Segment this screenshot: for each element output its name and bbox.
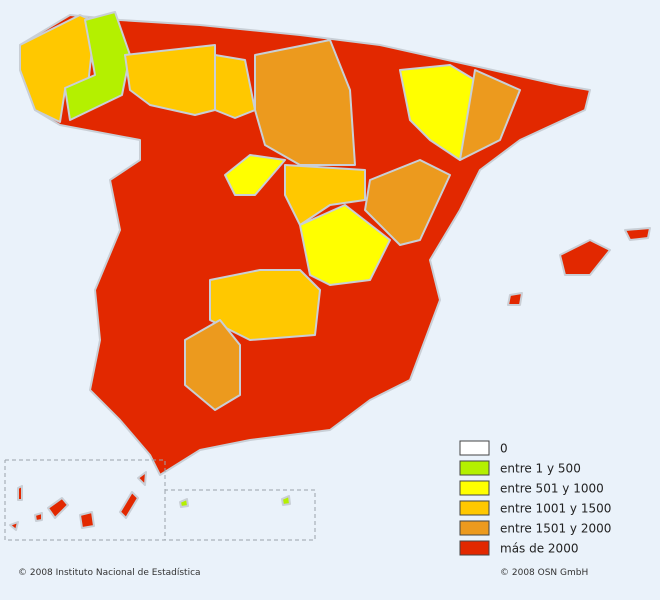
legend-swatch (459, 480, 490, 496)
credit: © 2008 Instituto Nacional de Estadística (18, 568, 201, 578)
region (299, 204, 391, 286)
credit: © 2008 OSN GmbH (500, 568, 588, 578)
island (507, 292, 523, 306)
legend-label: más de 2000 (500, 542, 578, 556)
legend-label: 0 (500, 442, 508, 456)
legend: 0 entre 1 y 500 entre 501 y 1000 entre 1001… (459, 440, 611, 556)
island (624, 227, 651, 241)
inset-border (4, 459, 316, 541)
region (64, 11, 131, 121)
legend-label: entre 1501 y 2000 (500, 522, 611, 536)
region (459, 69, 521, 161)
legend-swatch (459, 460, 490, 476)
region (364, 159, 451, 246)
island (79, 511, 95, 529)
inset (4, 459, 316, 541)
legend-swatch (459, 500, 490, 516)
region (124, 44, 216, 116)
legend-label: entre 501 y 1000 (500, 482, 604, 496)
region (254, 39, 356, 166)
legend-swatch (459, 520, 490, 536)
region (284, 164, 366, 226)
region (184, 319, 241, 411)
island (47, 497, 69, 519)
island (17, 485, 23, 501)
enclave (281, 495, 291, 506)
island (559, 239, 611, 276)
regions (19, 11, 651, 476)
region (224, 154, 286, 196)
region (214, 54, 256, 119)
legend-label: entre 1 y 500 (500, 462, 581, 476)
island (9, 521, 19, 531)
island (119, 491, 139, 519)
island (137, 471, 147, 486)
legend-label: entre 1001 y 1500 (500, 502, 611, 516)
legend-swatch (459, 540, 490, 556)
island (34, 512, 43, 522)
legend-swatch (459, 440, 490, 456)
enclave (179, 498, 189, 508)
